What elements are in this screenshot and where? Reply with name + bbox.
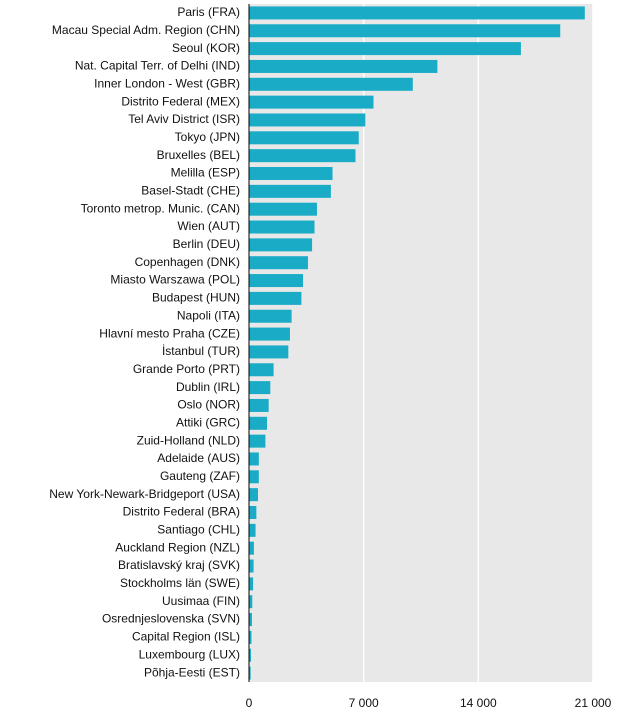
bar xyxy=(249,6,585,20)
bar xyxy=(249,452,259,466)
bar xyxy=(249,434,266,448)
y-tick-label: Oslo (NOR) xyxy=(177,398,240,412)
bar xyxy=(249,202,317,216)
bar xyxy=(249,363,274,377)
bar xyxy=(249,42,521,56)
y-tick-label: Osrednjeslovenska (SVN) xyxy=(102,612,240,626)
y-tick-label: Berlin (DEU) xyxy=(173,237,240,251)
y-tick-label: Inner London - West (GBR) xyxy=(94,76,240,90)
y-tick-label: Budapest (HUN) xyxy=(152,291,240,305)
y-tick-label: Napoli (ITA) xyxy=(177,308,240,322)
y-tick-label: Tel Aviv District (ISR) xyxy=(128,112,240,126)
y-tick-label: Paris (FRA) xyxy=(177,5,240,19)
y-tick-label: Stockholms län (SWE) xyxy=(120,576,240,590)
bar xyxy=(249,220,315,234)
x-tick-label: 14 000 xyxy=(460,696,497,710)
bar xyxy=(249,506,257,519)
y-tick-label: Distrito Federal (MEX) xyxy=(121,94,240,108)
y-tick-label: Hlavní mesto Praha (CZE) xyxy=(99,326,240,340)
bar xyxy=(249,559,254,573)
x-tick-label: 21 000 xyxy=(575,696,612,710)
y-tick-label: Dublin (IRL) xyxy=(176,380,240,394)
bar xyxy=(249,256,308,270)
bar xyxy=(249,416,268,430)
bar xyxy=(249,398,269,412)
y-tick-label: Distrito Federal (BRA) xyxy=(123,505,240,519)
bar xyxy=(249,648,251,662)
x-tick-label: 7 000 xyxy=(349,696,379,710)
y-tick-label: Gauteng (ZAF) xyxy=(160,469,240,483)
y-tick-label: Melilla (ESP) xyxy=(171,166,240,180)
y-tick-label: Bruxelles (BEL) xyxy=(157,148,240,162)
bar xyxy=(249,309,292,323)
bar xyxy=(249,291,302,305)
bar xyxy=(249,95,374,109)
x-tick-label: 0 xyxy=(246,696,253,710)
bar xyxy=(249,149,356,163)
y-tick-label: Adelaide (AUS) xyxy=(157,451,240,465)
y-tick-label: Tokyo (JPN) xyxy=(175,130,240,144)
y-tick-label: New York-Newark-Bridgeport (USA) xyxy=(49,487,240,501)
y-tick-label: Nat. Capital Terr. of Delhi (IND) xyxy=(75,59,240,73)
y-tick-label: Basel-Stadt (CHE) xyxy=(141,184,240,198)
bar xyxy=(249,345,289,359)
bar xyxy=(249,238,313,252)
y-tick-label: Grande Porto (PRT) xyxy=(133,362,240,376)
bar xyxy=(249,523,256,537)
y-tick-label: Wien (AUT) xyxy=(177,219,240,233)
y-tick-label: Põhja-Eesti (EST) xyxy=(144,665,240,679)
y-tick-label: Miasto Warszawa (POL) xyxy=(110,273,240,287)
bar xyxy=(249,666,251,680)
bar xyxy=(249,24,561,38)
y-tick-label: Attiki (GRC) xyxy=(176,415,240,429)
bar xyxy=(249,488,259,502)
bar xyxy=(249,77,413,91)
y-tick-label: Toronto metrop. Munic. (CAN) xyxy=(81,201,240,215)
bar xyxy=(249,167,333,180)
bar xyxy=(249,577,254,591)
bar xyxy=(249,381,271,395)
y-tick-label: Capital Region (ISL) xyxy=(132,630,240,644)
y-tick-label: Santiago (CHL) xyxy=(157,523,240,537)
y-tick-label: Macau Special Adm. Region (CHN) xyxy=(52,23,240,37)
y-tick-label: Seoul (KOR) xyxy=(172,41,240,55)
bar xyxy=(249,59,438,73)
y-tick-label: İstanbul (TUR) xyxy=(162,344,240,358)
bar xyxy=(249,613,252,627)
y-tick-label: Auckland Region (NZL) xyxy=(115,540,240,554)
bar xyxy=(249,131,359,145)
bar xyxy=(249,630,252,644)
bar xyxy=(249,470,259,484)
bar xyxy=(249,595,253,609)
y-tick-label: Uusimaa (FIN) xyxy=(162,594,240,608)
y-tick-label: Zuid-Holland (NLD) xyxy=(137,433,240,447)
bar xyxy=(249,541,254,555)
bar xyxy=(249,274,304,288)
y-tick-label: Bratislavský kraj (SVK) xyxy=(118,558,240,572)
bar xyxy=(249,327,290,341)
y-tick-label: Copenhagen (DNK) xyxy=(135,255,240,269)
bar xyxy=(249,113,366,127)
y-tick-label: Luxembourg (LUX) xyxy=(139,647,240,661)
bar xyxy=(249,184,331,198)
